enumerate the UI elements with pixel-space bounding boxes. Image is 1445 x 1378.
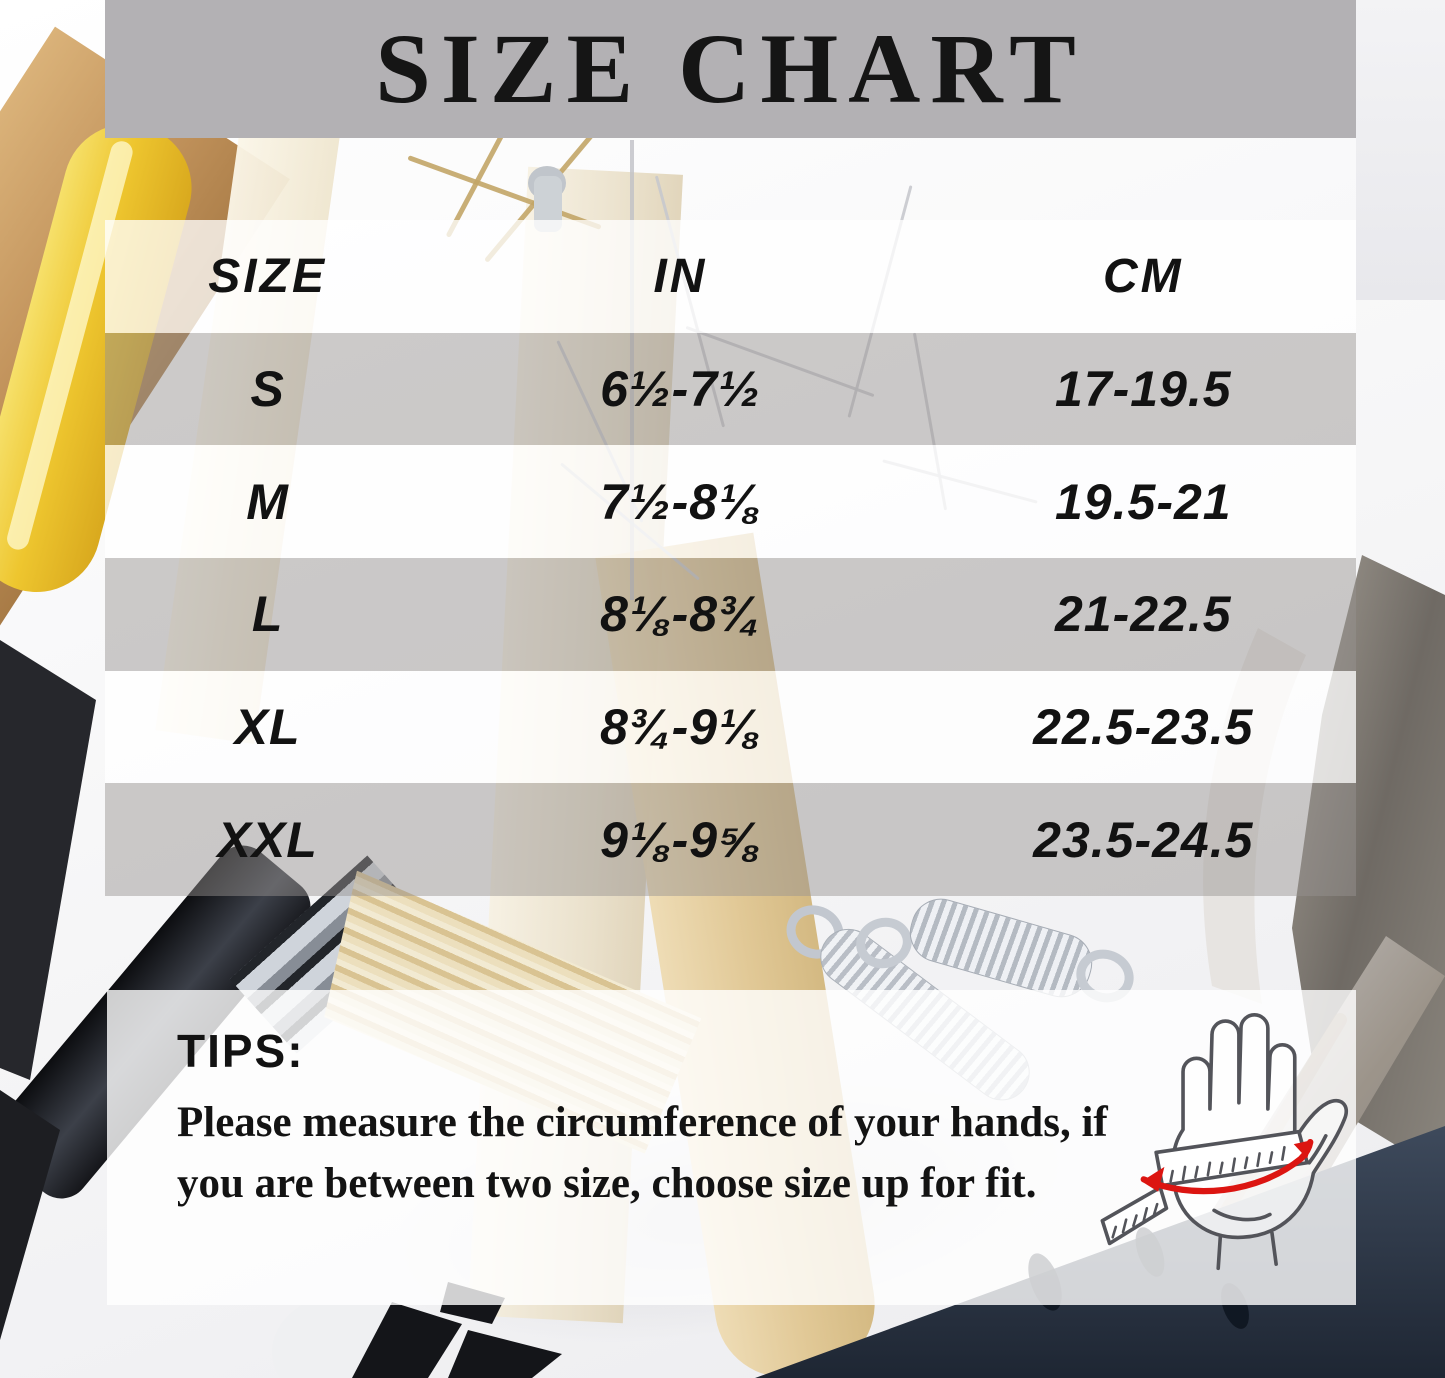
tips-body: Please measure the circumference of your… — [177, 1099, 1108, 1208]
title-banner: SIZE CHART — [105, 0, 1356, 138]
tips-heading: TIPS: — [177, 1025, 305, 1077]
tips-panel: TIPS: Please measure the circumference o… — [107, 990, 1356, 1305]
cm-cell: 19.5-21 — [1055, 473, 1232, 530]
in-cell: 6½-7½ — [600, 361, 761, 417]
size-table: SIZE IN CM S 6½-7½ 17-19.5 M 7½-8⅛ 19.5-… — [105, 220, 1356, 897]
cm-cell: 23.5-24.5 — [1033, 811, 1254, 868]
size-cell: L — [251, 586, 284, 643]
cm-cell: 17-19.5 — [1055, 361, 1232, 417]
in-cell: 8¾-9⅛ — [600, 699, 761, 756]
table-row: XXL 9⅛-9⅝ 23.5-24.5 — [105, 783, 1356, 897]
page-title: SIZE CHART — [375, 13, 1086, 124]
table-header-row: SIZE IN CM — [105, 220, 1356, 333]
column-header-cm: CM — [1102, 249, 1184, 303]
cm-cell: 21-22.5 — [1055, 586, 1232, 643]
column-header-in: IN — [653, 249, 708, 303]
in-cell: 7½-8⅛ — [600, 473, 761, 530]
size-cell: S — [250, 361, 285, 417]
size-cell: XL — [234, 699, 301, 756]
table-row: S 6½-7½ 17-19.5 — [105, 332, 1356, 446]
cm-cell: 22.5-23.5 — [1033, 699, 1254, 756]
in-cell: 9⅛-9⅝ — [600, 811, 761, 868]
table-row: L 8⅛-8¾ 21-22.5 — [105, 558, 1356, 671]
table-row: XL 8¾-9⅛ 22.5-23.5 — [105, 670, 1356, 784]
screwdriver-shaft-photo — [630, 140, 634, 600]
size-cell: XXL — [217, 811, 318, 868]
photo-shadow — [1356, 0, 1445, 300]
size-cell: M — [246, 473, 289, 530]
hand-measure-icon — [1100, 1013, 1349, 1271]
table-row: M 7½-8⅛ 19.5-21 — [105, 445, 1356, 559]
column-header-size: SIZE — [208, 249, 327, 303]
in-cell: 8⅛-8¾ — [600, 586, 761, 643]
